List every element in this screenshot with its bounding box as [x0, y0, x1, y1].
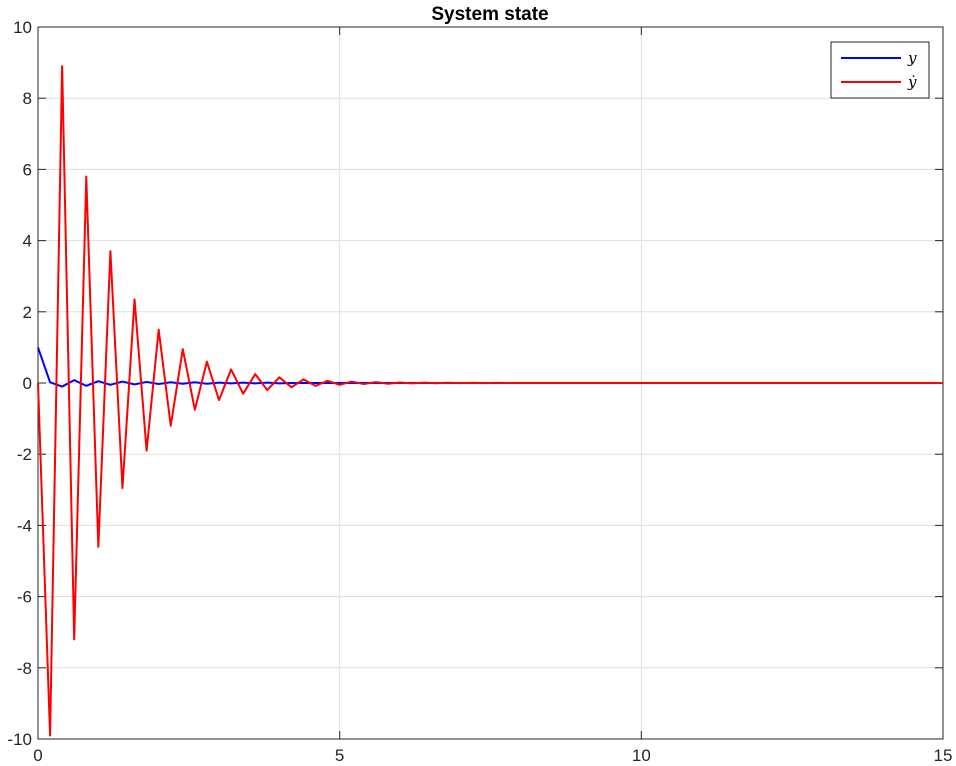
y-tick-label: 2 [23, 303, 32, 322]
y-tick-label: -6 [17, 588, 32, 607]
tick-labels: 0 5 10 15 -10 -8 -6 -4 -2 0 2 4 6 8 10 [7, 18, 952, 765]
y-tick-label: 6 [23, 160, 32, 179]
y-tick-label: 10 [13, 18, 32, 37]
legend-label: ẏ [907, 73, 917, 91]
y-tick-label: -8 [17, 659, 32, 678]
legend: yẏ [830, 41, 930, 99]
y-tick-label: -10 [7, 730, 32, 749]
y-tick-label: 4 [23, 232, 32, 251]
series-group [37, 65, 943, 737]
chart-title: System state [431, 4, 548, 25]
y-tick-label: 0 [23, 374, 32, 393]
x-tick-label: 15 [934, 746, 953, 765]
y-tick-label: -4 [17, 516, 32, 535]
series-line-y-dot [37, 65, 943, 737]
legend-label: y [907, 49, 917, 67]
x-tick-label: 5 [335, 746, 344, 765]
y-tick-label: 8 [23, 89, 32, 108]
x-tick-label: 0 [33, 746, 42, 765]
y-tick-label: -2 [17, 445, 32, 464]
x-tick-label: 10 [632, 746, 651, 765]
legend-box [830, 41, 930, 99]
